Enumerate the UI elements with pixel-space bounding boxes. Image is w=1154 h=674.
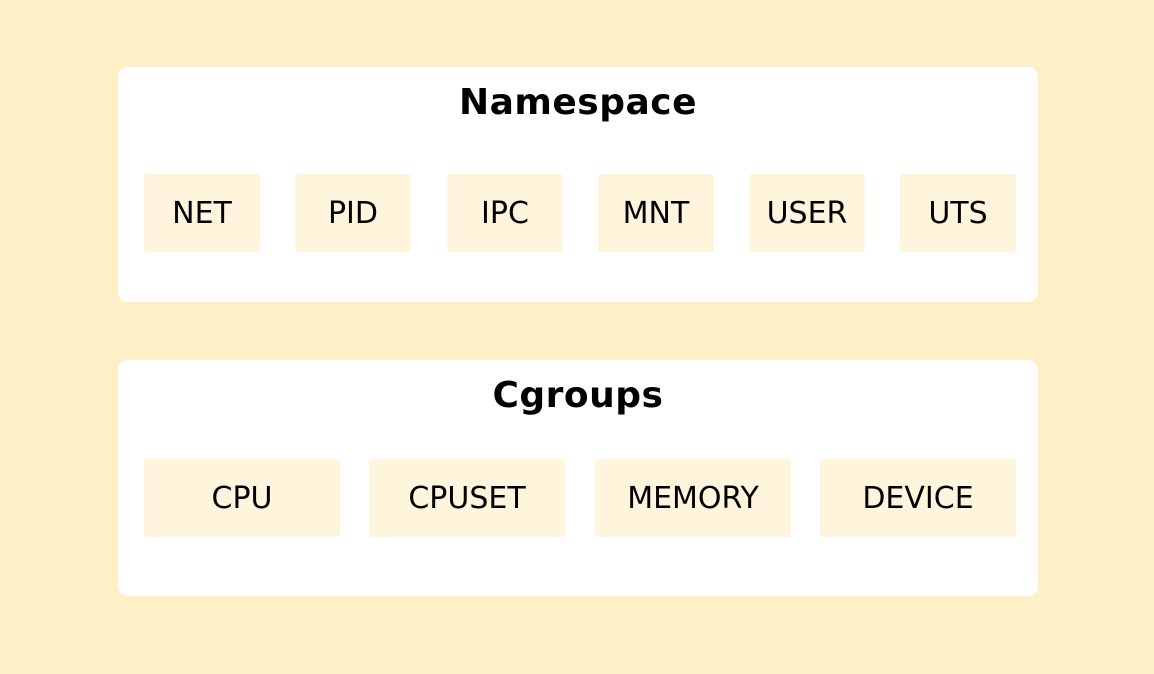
cgroups-item-memory: MEMORY [595,459,791,537]
cgroups-title: Cgroups [492,375,664,416]
cgroups-item-device: DEVICE [820,459,1016,537]
namespace-item-ipc: IPC [447,174,563,252]
namespace-item-net: NET [144,174,260,252]
namespace-item-user: USER [749,174,865,252]
namespace-item-mnt: MNT [598,174,714,252]
namespace-item-pid: PID [295,174,411,252]
cgroups-panel: Cgroups CPU CPUSET MEMORY DEVICE [118,360,1038,596]
namespace-panel: Namespace NET PID IPC MNT USER UTS [118,67,1038,302]
cgroups-item-cpu: CPU [144,459,340,537]
namespace-title: Namespace [458,82,698,123]
cgroups-item-cpuset: CPUSET [369,459,565,537]
namespace-item-uts: UTS [900,174,1016,252]
